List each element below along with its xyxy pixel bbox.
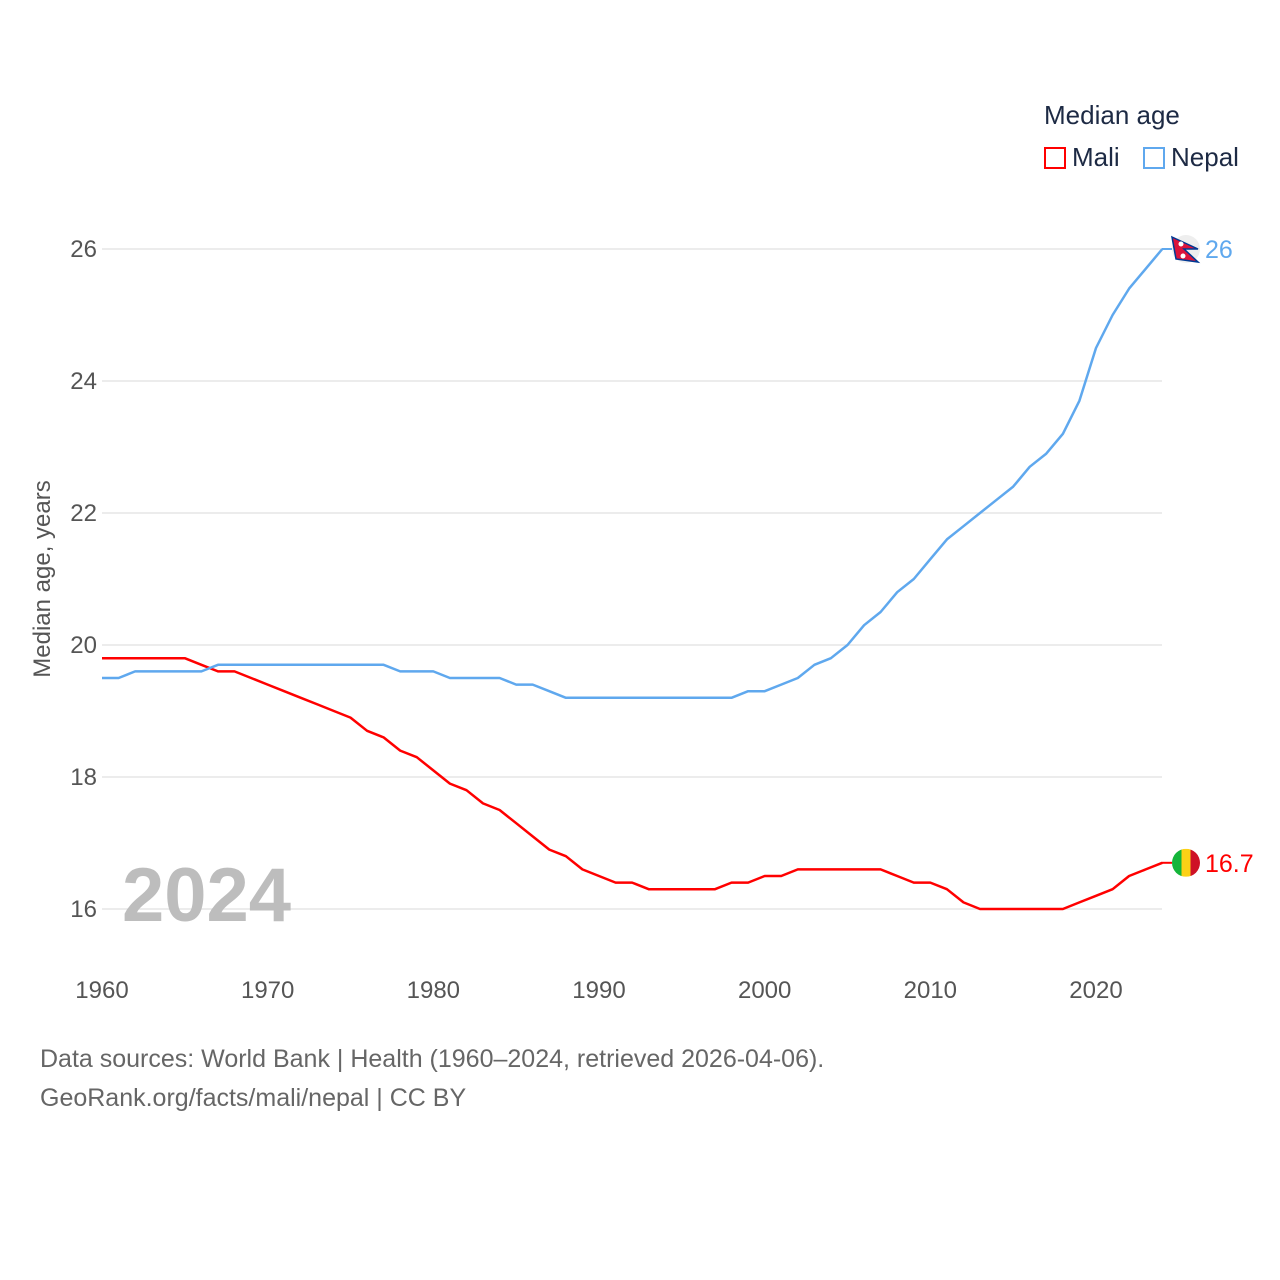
x-tick-label: 1960 [75,977,128,1004]
x-tick-label: 1980 [407,977,460,1004]
x-tick-label: 1990 [572,977,625,1004]
flag-stripe [1181,848,1191,877]
legend-item-mali[interactable]: Mali [1044,142,1120,173]
x-tick-label: 2000 [738,977,791,1004]
end-value-label: 16.7 [1205,850,1254,878]
flag-moon [1178,241,1184,247]
flag-stripe [1172,848,1182,877]
y-tick-label: 22 [70,500,97,527]
footer-attribution[interactable]: GeoRank.org/facts/mali/nepal | CC BY [40,1084,467,1112]
flag-sun [1180,253,1186,259]
series-line-mali [102,656,1163,911]
legend-item-nepal[interactable]: Nepal [1143,142,1239,173]
x-tick-label: 2020 [1069,977,1122,1004]
legend-swatch-mali [1044,146,1066,169]
y-tick-label: 20 [70,632,97,659]
legend-title: Median age [1044,100,1180,130]
series-line-nepal [102,248,1164,700]
legend-label-mali: Mali [1072,142,1120,172]
y-tick-label: 16 [70,896,97,923]
flag-icon-nepal [1171,235,1201,264]
y-tick-label: 18 [70,764,97,791]
legend-swatch-nepal [1143,146,1165,169]
flag-icon-mali [1172,848,1200,877]
x-tick-label: 2010 [904,977,957,1004]
end-value-label: 26 [1205,236,1233,264]
legend-label-nepal: Nepal [1171,142,1239,172]
y-axis-label: Median age, years [29,480,56,677]
footer-sources: Data sources: World Bank | Health (1960–… [40,1045,825,1073]
x-tick-label: 1970 [241,977,294,1004]
y-tick-label: 26 [70,236,97,263]
flag-pennant [1171,235,1201,264]
flag-stripe [1190,848,1200,877]
year-watermark: 2024 [122,853,291,938]
y-tick-label: 24 [70,368,97,395]
